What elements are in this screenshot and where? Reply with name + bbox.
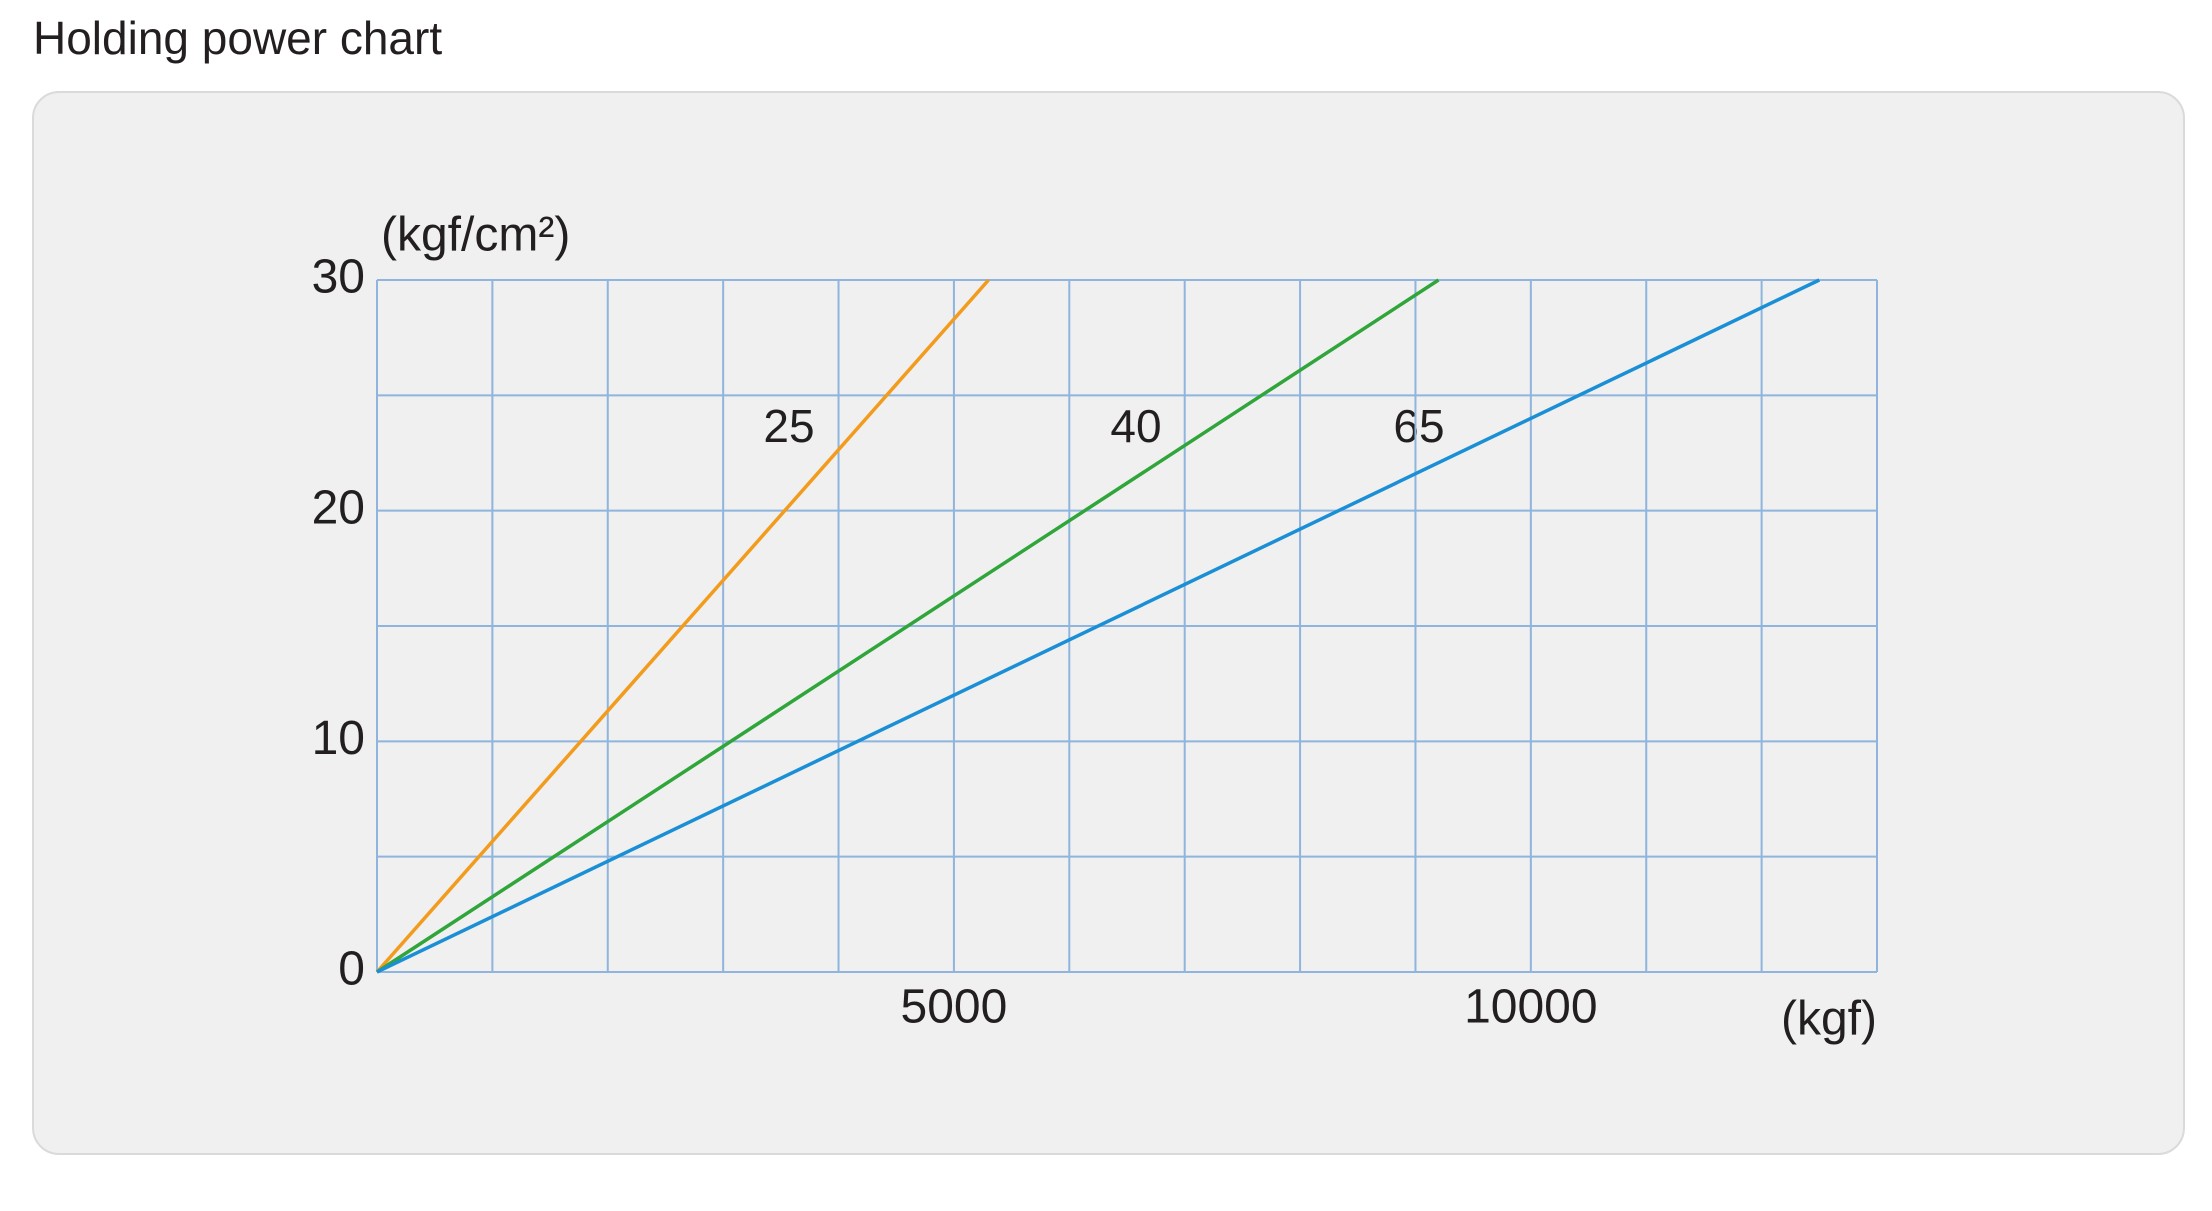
- x-tick-label: 5000: [901, 981, 1008, 1034]
- chart-title: Holding power chart: [33, 12, 442, 64]
- series-label: 65: [1393, 400, 1444, 452]
- x-axis-label: (kgf): [1781, 993, 1877, 1046]
- series-line: [376, 278, 1440, 974]
- y-tick-label: 0: [338, 943, 365, 996]
- series-label: 40: [1110, 400, 1161, 452]
- y-tick-label: 30: [312, 251, 365, 304]
- series-label: 25: [763, 400, 814, 452]
- series-line: [375, 278, 990, 974]
- y-axis-label: (kgf/cm²): [381, 209, 570, 262]
- x-tick-label: 10000: [1464, 981, 1597, 1034]
- y-tick-label: 20: [312, 481, 365, 534]
- y-tick-label: 10: [312, 712, 365, 765]
- series-line: [376, 278, 1821, 974]
